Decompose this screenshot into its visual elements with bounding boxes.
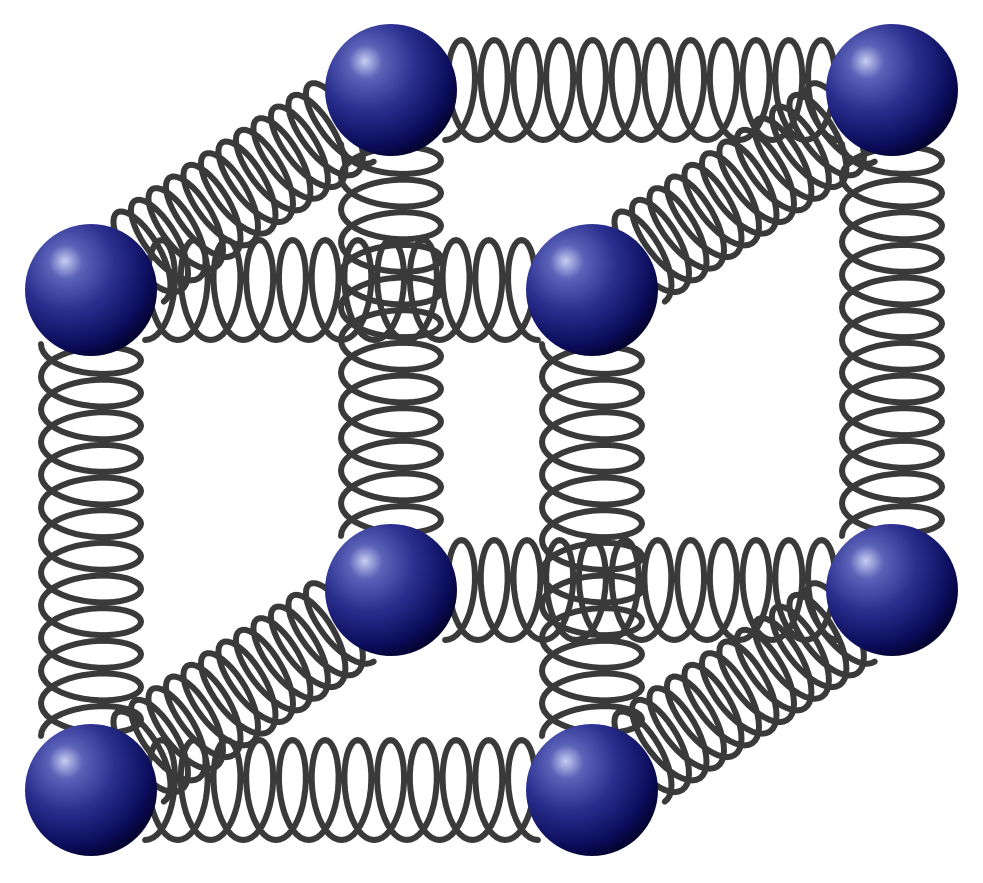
atom-front-top-right — [526, 224, 658, 356]
spring-back-top — [442, 37, 841, 143]
spring-coil — [539, 341, 645, 739]
spring-coil — [142, 237, 541, 343]
spring-depth-bottom-left — [110, 580, 377, 805]
spring-coil — [38, 341, 144, 739]
spring-depth-bottom-right — [611, 580, 878, 805]
spring-coil — [611, 80, 878, 305]
atom-back-bottom-right — [826, 524, 958, 656]
atoms-layer — [25, 24, 958, 856]
spring-coil — [839, 141, 945, 539]
spring-depth-top-left — [110, 80, 377, 305]
atom-front-bottom-right — [526, 724, 658, 856]
spring-front-right — [539, 341, 645, 739]
spring-depth-top-right — [611, 80, 878, 305]
atom-front-bottom-left — [25, 724, 157, 856]
spring-coil — [110, 580, 377, 805]
spring-front-bottom — [142, 737, 541, 843]
spring-coil — [611, 580, 878, 805]
spring-coil — [110, 80, 377, 305]
spring-back-bottom — [442, 537, 841, 643]
spring-coil — [142, 737, 541, 843]
atom-front-top-left — [25, 224, 157, 356]
spring-coil — [442, 37, 841, 143]
springs-layer — [38, 37, 945, 843]
spring-front-left — [38, 341, 144, 739]
spring-coil — [442, 537, 841, 643]
atom-back-bottom-left — [325, 524, 457, 656]
spring-back-right — [839, 141, 945, 539]
atom-back-top-right — [826, 24, 958, 156]
spring-front-top — [142, 237, 541, 343]
atom-back-top-left — [325, 24, 457, 156]
